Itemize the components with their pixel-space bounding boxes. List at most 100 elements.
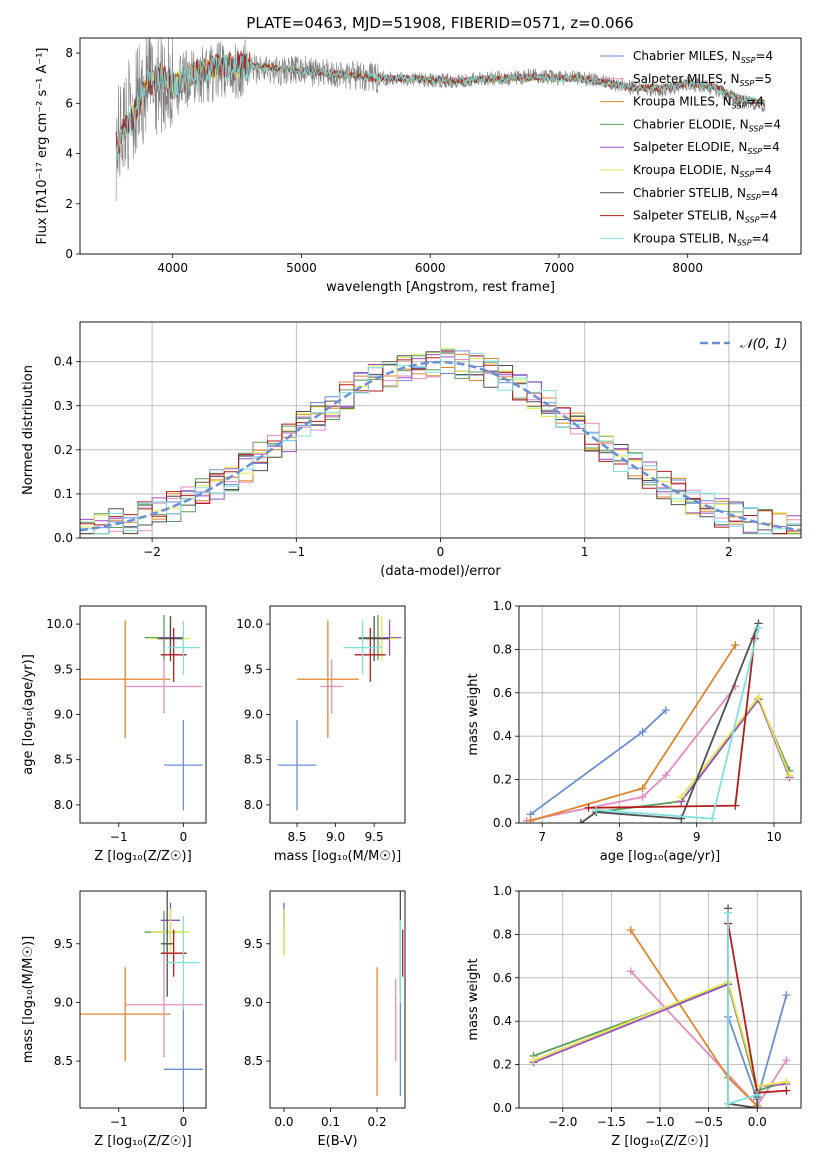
- figure-title: PLATE=0463, MJD=51908, FIBERID=0571, z=0…: [246, 14, 633, 32]
- x-axis-label: Z [log₁₀(Z/Z☉)]: [611, 1134, 708, 1149]
- x-tick-label: −1.0: [645, 1115, 674, 1129]
- x-tick-label: 8000: [672, 261, 703, 275]
- x-tick-label: 2: [725, 545, 733, 559]
- weight-marker: [626, 967, 635, 976]
- weight-marker: [529, 1056, 538, 1065]
- x-axis-label: Z [log₁₀(Z/Z☉)]: [94, 1134, 191, 1149]
- errorbar-point: [320, 659, 344, 714]
- y-tick-label: 0.4: [493, 1014, 512, 1028]
- weight-series-line: [580, 623, 760, 823]
- y-tick-label: 9.0: [244, 708, 263, 722]
- weight-marker: [661, 771, 670, 780]
- x-tick-label: 8: [616, 830, 624, 844]
- y-tick-label: 8.5: [244, 753, 263, 767]
- weight-marker: [592, 805, 601, 814]
- axes-frame: [518, 605, 802, 824]
- y-tick-label: 1.0: [493, 599, 512, 613]
- y-tick-label: 9.0: [54, 708, 73, 722]
- y-tick-label: 0.8: [493, 927, 512, 941]
- x-tick-label: 9: [693, 830, 701, 844]
- y-tick-label: 2: [65, 197, 73, 211]
- weight-marker: [576, 819, 585, 823]
- plot-area: [115, 38, 766, 202]
- weight-marker: [782, 1086, 791, 1095]
- plot-area: [519, 891, 801, 1108]
- y-tick-label: 0.6: [493, 971, 512, 985]
- x-tick-label: −2.0: [548, 1115, 577, 1129]
- legend-entry: Kroupa STELIB, NSSP=4: [633, 231, 769, 247]
- weight-series-line: [530, 644, 737, 822]
- panel-weight-vs-Z: −2.0 −1.5 −1.0 −0.5 0.0 0.0 0.2 0.4 0.6 0.8 1.0 Z […: [466, 884, 802, 1149]
- errorbar-point: [354, 627, 386, 682]
- x-tick-label: 6000: [415, 261, 446, 275]
- x-tick-label: −1: [110, 830, 128, 844]
- errorbar-point: [164, 998, 203, 1108]
- y-tick-label: 0.8: [493, 642, 512, 656]
- weight-marker: [708, 814, 717, 823]
- weight-series-line: [530, 709, 667, 816]
- weight-marker: [724, 1099, 733, 1108]
- y-axis-label: mass weight: [466, 673, 481, 755]
- errorbar-point: [277, 719, 317, 811]
- legend: Chabrier MILES, NSSP=4 Salpeter MILES, NS…: [600, 49, 781, 247]
- errorbar-point: [160, 929, 187, 977]
- weight-marker: [782, 991, 791, 1000]
- weight-marker: [753, 1104, 762, 1108]
- y-tick-label: 9.0: [244, 995, 263, 1009]
- weight-series-line: [680, 697, 791, 802]
- weight-series-line: [533, 980, 787, 1088]
- legend-entry: Salpeter MILES, NSSP=5: [633, 72, 772, 88]
- legend-entry: Chabrier STELIB, NSSP=4: [633, 186, 778, 202]
- x-tick-label: −1.5: [597, 1115, 626, 1129]
- x-tick-label: 4000: [157, 261, 188, 275]
- weight-marker: [782, 1077, 791, 1086]
- y-tick-label: 4: [65, 147, 73, 161]
- x-tick-label: 0.0: [748, 1115, 767, 1129]
- x-axis-label: (data-model)/error: [380, 564, 501, 579]
- errorbar-point: [343, 620, 382, 675]
- errorbar-point: [80, 967, 171, 1062]
- x-tick-label: 0: [437, 545, 445, 559]
- observed-spectrum-line: [115, 38, 766, 202]
- x-tick-label: 0: [180, 830, 188, 844]
- weight-marker: [785, 771, 794, 780]
- x-tick-label: 9.0: [326, 830, 345, 844]
- axes-frame: [79, 605, 207, 824]
- y-tick-label: 8: [65, 46, 73, 60]
- y-axis-label: mass [log₁₀(M/M☉)]: [21, 936, 36, 1063]
- x-axis-label: age [log₁₀(age/yr)]: [600, 849, 721, 864]
- errorbar-point: [167, 915, 200, 1010]
- panel-mass-vs-Z: −1 0 8.5 9.0 9.5 Z [log₁₀(Z/Z☉)] mass [log₁₀(M…: [21, 890, 207, 1149]
- y-tick-label: 8.5: [244, 1054, 263, 1068]
- panel-residuals: −2 −1 0 1 2 0.0 0.1 0.2 0.3 0.4 (data-model)/error…: [21, 321, 802, 579]
- weight-marker: [731, 641, 740, 650]
- y-tick-label: 0: [65, 247, 73, 261]
- errorbar-point: [160, 627, 187, 682]
- plot-area: [519, 606, 801, 823]
- y-tick-label: 0.4: [493, 729, 512, 743]
- errorbar-point: [157, 615, 184, 662]
- x-tick-label: 0.0: [274, 1115, 293, 1129]
- y-tick-label: 9.5: [244, 662, 263, 676]
- panel-age-vs-mass: 8.5 9.0 9.5 8.0 8.5 9.0 9.5 10.0 mass [log₁₀(M/M…: [236, 605, 406, 864]
- legend-entry: Salpeter STELIB, NSSP=4: [633, 209, 777, 225]
- x-tick-label: −0.5: [694, 1115, 723, 1129]
- y-axis-label: Flux [fλ10⁻¹⁷ erg cm⁻² s⁻¹ A⁻¹]: [35, 48, 50, 245]
- y-axis-label: Normed distribution: [21, 365, 36, 495]
- x-tick-label: 1: [581, 545, 589, 559]
- weight-series-line: [596, 627, 760, 820]
- model-spectrum-line: [115, 50, 766, 161]
- panel-spectrum: 4000 5000 6000 7000 8000 0 2 4 6 8 wavelength [Ang…: [35, 37, 802, 295]
- y-tick-label: 8.5: [54, 1054, 73, 1068]
- y-tick-label: 0.4: [54, 355, 73, 369]
- x-axis-label: Z [log₁₀(Z/Z☉)]: [94, 849, 191, 864]
- y-tick-label: 1.0: [493, 884, 512, 898]
- weight-marker: [724, 908, 733, 917]
- legend-entry: Chabrier MILES, NSSP=4: [633, 49, 773, 65]
- y-tick-label: 0.2: [493, 1058, 512, 1072]
- x-tick-label: −1: [287, 545, 305, 559]
- x-tick-label: −2: [143, 545, 161, 559]
- y-tick-label: 0.6: [493, 686, 512, 700]
- x-tick-label: 5000: [286, 261, 317, 275]
